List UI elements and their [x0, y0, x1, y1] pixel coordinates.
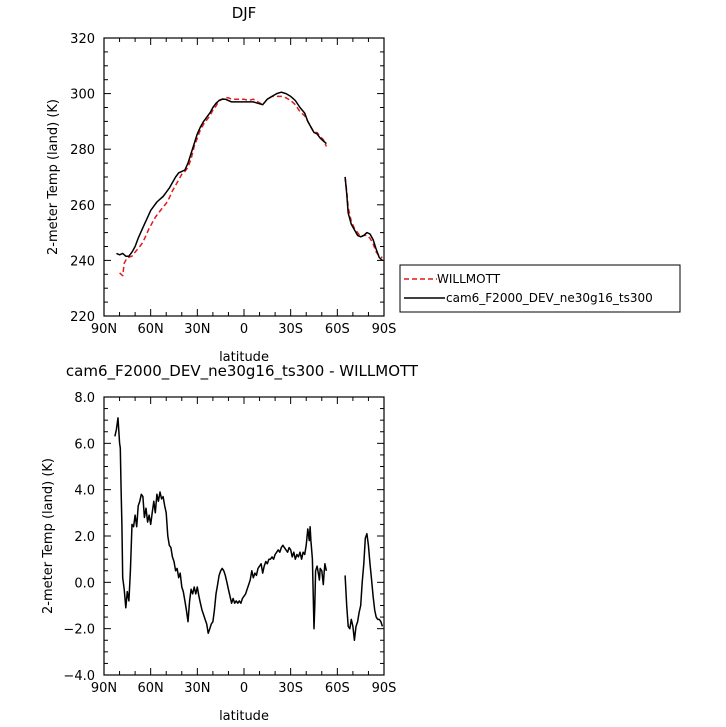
series-line-1-0-seg1 — [344, 532, 384, 642]
series-line-0-0-seg1 — [344, 176, 383, 259]
x-tick-label: 0 — [240, 322, 248, 337]
x-tick-label: 60N — [138, 322, 164, 337]
y-tick-label: 8.0 — [74, 391, 95, 406]
y-tick-label: 240 — [70, 254, 95, 269]
plot-frame-top — [103, 37, 385, 317]
legend-label-cam6: cam6_F2000_DEV_ne30g16_ts300 — [446, 291, 653, 305]
y-tick-label: 220 — [70, 310, 95, 325]
x-tick-label: 30S — [278, 322, 303, 337]
x-tick-label: 30S — [278, 681, 303, 696]
chart-title-bottom: cam6_F2000_DEV_ne30g16_ts300 - WILLMOTT — [66, 362, 419, 381]
series-line-0-1-seg0 — [116, 91, 327, 257]
x-tick-label: 90S — [372, 681, 397, 696]
axis-ticks-top: 90N 60N 30N 0 30S 60S 90S 220 240 260 280 300 320 — [70, 32, 396, 337]
x-tick-label: 30N — [184, 322, 210, 337]
x-axis-label-bottom: latitude — [219, 709, 269, 724]
x-tick-label: 60S — [325, 322, 350, 337]
chart-title-top: DJF — [232, 4, 257, 22]
x-tick-label: 60S — [325, 681, 350, 696]
y-tick-label: 320 — [70, 32, 95, 47]
series-lines-bottom — [114, 417, 384, 642]
x-tick-label: 30N — [184, 681, 210, 696]
y-axis-label-bottom: 2-meter Temp (land) (K) — [41, 458, 56, 614]
x-tick-label: 90N — [91, 681, 117, 696]
y-tick-label: 260 — [70, 199, 95, 214]
legend-box — [399, 264, 681, 313]
panel-bottom: cam6_F2000_DEV_ne30g16_ts300 - WILLMOTT … — [41, 362, 419, 724]
x-tick-label: 90S — [372, 322, 397, 337]
series-lines-top — [116, 91, 383, 277]
panel-top: DJF 2-meter Temp (land) (K) latitude 90N… — [46, 4, 396, 365]
x-axis-label-top: latitude — [219, 350, 269, 365]
legend-label-willmott: WILLMOTT — [437, 272, 501, 286]
series-line-0-1-seg1 — [344, 176, 383, 261]
y-tick-label: −2.0 — [63, 623, 95, 638]
plot-frame-bottom — [103, 396, 385, 676]
y-tick-label: 2.0 — [74, 530, 95, 545]
x-tick-label: 0 — [240, 681, 248, 696]
series-line-1-0-seg0 — [114, 417, 328, 635]
y-tick-label: 300 — [70, 88, 95, 103]
series-line-0-0-seg0 — [119, 95, 328, 277]
legend: WILLMOTT cam6_F2000_DEV_ne30g16_ts300 — [399, 264, 681, 313]
axis-ticks-bottom: 90N 60N 30N 0 30S 60S 90S −4.0 −2.0 0.0 2.0 4.0 6.0 8… — [63, 391, 396, 696]
x-tick-label: 90N — [91, 322, 117, 337]
y-tick-label: −4.0 — [63, 669, 95, 684]
y-tick-label: 280 — [70, 143, 95, 158]
y-axis-label-top: 2-meter Temp (land) (K) — [46, 99, 61, 255]
y-tick-label: 0.0 — [74, 576, 95, 591]
y-tick-label: 6.0 — [74, 437, 95, 452]
y-tick-label: 4.0 — [74, 484, 95, 499]
x-tick-label: 60N — [138, 681, 164, 696]
